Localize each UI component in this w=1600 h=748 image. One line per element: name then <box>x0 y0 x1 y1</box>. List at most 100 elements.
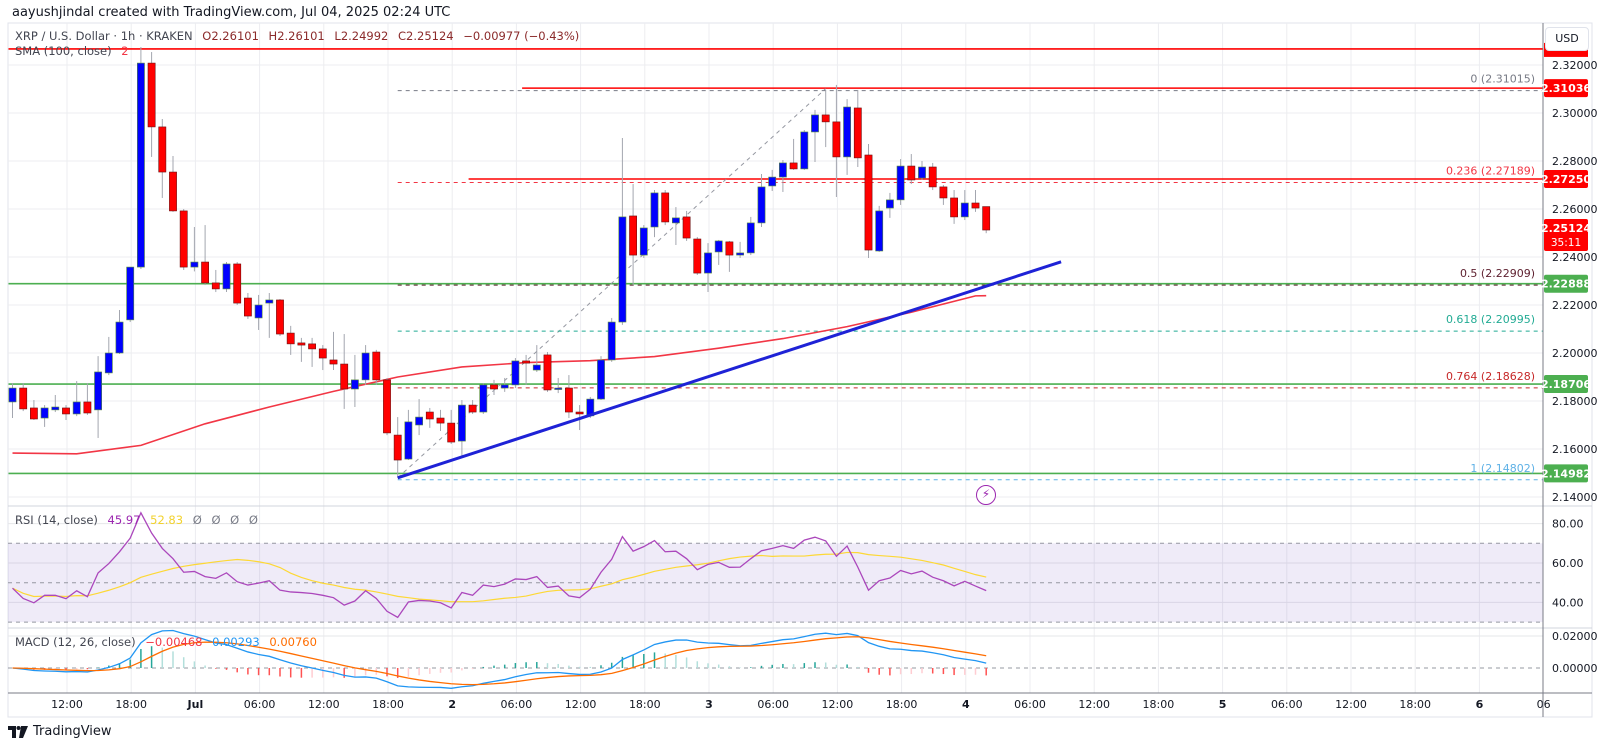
price-tick-label: 2.32000 <box>1552 59 1598 72</box>
candle <box>704 243 712 293</box>
macd-signal-value: 0.00760 <box>269 635 317 649</box>
candle-body <box>115 321 124 354</box>
price-tick-label: 2.22000 <box>1552 299 1598 312</box>
candle-body <box>436 417 445 424</box>
candle-body <box>158 126 167 173</box>
candle-body <box>404 421 413 460</box>
candle-body <box>800 131 809 170</box>
candle <box>714 239 723 265</box>
fib-level-label: 0.236 (2.27189) <box>1446 164 1535 177</box>
rsi-legend[interactable]: RSI (14, close) 45.97 52.83 Ø Ø Ø Ø <box>15 513 258 527</box>
candle-body <box>671 217 680 224</box>
candle-body <box>768 176 777 187</box>
rsi-ma-line <box>12 551 987 603</box>
tradingview-logo[interactable]: TradingView <box>8 724 112 739</box>
time-tick-label: 18:00 <box>115 698 147 711</box>
price-tag-label: 2.31036 <box>1541 82 1591 95</box>
candle-body <box>725 241 734 256</box>
candle <box>83 383 92 415</box>
candle <box>950 190 958 224</box>
candle <box>821 89 830 148</box>
candle <box>832 84 841 197</box>
candle-body <box>147 62 156 128</box>
candle <box>639 225 648 258</box>
candle <box>265 293 274 338</box>
macd-signal-line <box>12 636 987 686</box>
candle-body <box>83 401 92 414</box>
candle-body <box>896 165 905 201</box>
candle-body <box>490 384 498 390</box>
rsi-label: RSI (14, close) <box>15 513 98 527</box>
candle <box>618 137 627 325</box>
candle-body <box>575 411 584 415</box>
time-tick-label: 2 <box>448 698 456 711</box>
rsi-line <box>12 511 987 619</box>
candle-body <box>543 354 552 391</box>
candle <box>29 400 38 420</box>
candle-body <box>950 197 958 218</box>
candle <box>62 405 70 420</box>
candle <box>340 334 349 409</box>
time-tick-label: 12:00 <box>308 698 340 711</box>
rsi-extra-3: Ø <box>230 513 240 527</box>
time-tick-label: 06:00 <box>1271 698 1303 711</box>
candle <box>308 337 316 367</box>
price-tag-label: 2.22888 <box>1541 278 1591 291</box>
candle <box>511 358 520 389</box>
candle-body <box>618 216 627 323</box>
candle-body <box>907 165 916 181</box>
candle-body <box>982 206 991 231</box>
candle <box>800 130 809 170</box>
macd-label: MACD (12, 26, close) <box>15 635 136 649</box>
time-tick-label: 06 <box>1537 698 1551 711</box>
candle-body <box>918 166 926 179</box>
candle-body <box>714 240 723 253</box>
candle <box>939 185 948 205</box>
candle-body <box>72 401 81 415</box>
candle-body <box>19 387 28 410</box>
candle-body <box>318 348 327 359</box>
candle-body <box>361 352 370 381</box>
candle-body <box>169 171 177 212</box>
candle-body <box>265 299 274 304</box>
candle <box>885 192 894 218</box>
last-price-tag <box>1544 219 1588 252</box>
candle <box>693 237 702 275</box>
sma-value: 2 <box>121 44 129 58</box>
price-tick-label: 2.30000 <box>1552 107 1598 120</box>
currency-button[interactable]: USD <box>1545 27 1589 51</box>
candle-body <box>415 416 423 426</box>
fib-level-label: 0 (2.31015) <box>1470 73 1535 86</box>
candle <box>522 354 530 385</box>
fib-anchor-line <box>397 88 827 479</box>
candle-body <box>137 62 145 268</box>
sma-100-line <box>12 294 987 455</box>
macd-legend[interactable]: MACD (12, 26, close) −0.00468 0.00293 0.… <box>15 635 317 649</box>
candle-body <box>201 261 209 284</box>
candle <box>126 266 135 323</box>
candle-body <box>297 342 306 346</box>
candle-body <box>276 299 284 335</box>
candle <box>447 409 456 444</box>
candle-body <box>447 422 456 443</box>
candle-body <box>393 434 402 461</box>
candle <box>276 299 284 336</box>
fib-level-label: 0.618 (2.20995) <box>1446 313 1535 326</box>
candle-body <box>864 154 873 251</box>
candle <box>115 310 124 354</box>
candle <box>736 241 744 258</box>
candle-body <box>607 321 616 361</box>
price-tick-label: 2.18000 <box>1552 395 1598 408</box>
candle-body <box>329 359 338 365</box>
candle <box>211 269 220 293</box>
sma-legend[interactable]: SMA (100, close) 2 <box>15 44 129 58</box>
candle <box>468 400 477 414</box>
candle <box>907 154 916 185</box>
price-tick-label: 2.16000 <box>1552 443 1598 456</box>
candle <box>169 155 177 212</box>
candle-body <box>511 360 520 386</box>
lightning-icon[interactable]: ⚡ <box>976 485 996 505</box>
price-tag <box>1544 170 1588 188</box>
candle <box>864 143 873 258</box>
